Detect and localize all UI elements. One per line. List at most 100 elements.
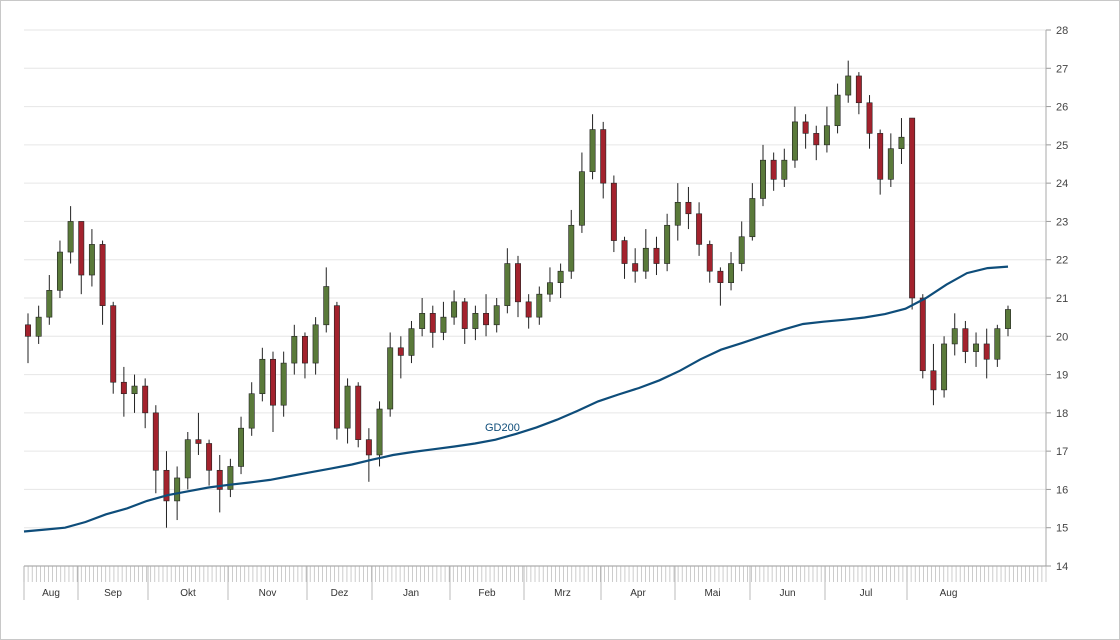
candle — [99, 240, 106, 325]
candle — [994, 324, 1001, 367]
candle-body — [301, 335, 308, 364]
candle — [131, 374, 138, 413]
candle — [600, 121, 607, 199]
candle-body — [632, 263, 639, 272]
candle-body — [919, 297, 926, 372]
y-axis: 14 15 16 17 18 19 20 21 22 23 24 25 26 27 28 — [1045, 25, 1068, 573]
x-tick-label: Apr — [630, 588, 646, 599]
candle — [653, 236, 660, 276]
candle-body — [78, 221, 85, 276]
candle-body — [195, 439, 202, 444]
candle — [451, 290, 458, 325]
candle-body — [951, 328, 958, 345]
candle-body — [642, 247, 649, 272]
candle — [365, 428, 372, 482]
candle — [973, 332, 980, 367]
candle-body — [238, 427, 245, 467]
candle-body — [56, 251, 63, 291]
candle — [664, 213, 671, 272]
candle-body — [855, 75, 862, 104]
y-tick-label: 21 — [1056, 293, 1068, 305]
candle-body — [461, 301, 468, 329]
x-tick-label: Jun — [779, 588, 795, 599]
candle-body — [962, 328, 969, 352]
y-tick-label: 27 — [1056, 63, 1068, 75]
candle — [259, 347, 266, 402]
candle-body — [578, 171, 585, 226]
candle — [791, 106, 798, 168]
candle-body — [184, 439, 191, 479]
candle — [142, 378, 149, 429]
y-tick-label: 20 — [1056, 331, 1068, 343]
candle — [35, 305, 42, 344]
candle-body — [930, 370, 937, 391]
candle — [855, 72, 862, 115]
candle — [440, 301, 447, 341]
candle — [877, 129, 884, 195]
gd200-label: GD200 — [485, 422, 520, 434]
candle-body — [270, 358, 276, 406]
candle-body — [67, 221, 74, 253]
candle-body — [728, 263, 735, 283]
candle — [355, 382, 362, 448]
candle — [461, 298, 468, 344]
candle — [930, 343, 937, 406]
candle-body — [99, 244, 106, 306]
candle — [706, 240, 713, 283]
candle — [163, 451, 170, 528]
candle — [344, 378, 351, 444]
gridlines — [24, 29, 1046, 529]
candle-body — [546, 282, 553, 295]
candle-body — [781, 159, 788, 180]
y-tick-label: 25 — [1056, 140, 1068, 152]
candle-body — [291, 335, 298, 364]
candle-body — [472, 313, 479, 329]
candle — [291, 324, 298, 375]
y-tick-label: 17 — [1056, 446, 1068, 458]
candle-body — [813, 133, 820, 146]
candle — [983, 328, 990, 379]
candle — [546, 267, 553, 302]
y-tick-label: 18 — [1056, 408, 1068, 420]
candle-body — [397, 347, 404, 356]
candle — [685, 186, 692, 230]
candle — [1005, 305, 1011, 337]
candle-body — [994, 328, 1001, 360]
x-tick-label: Sep — [104, 588, 122, 599]
candle — [152, 405, 159, 494]
candle — [717, 267, 724, 306]
candle-body — [525, 301, 532, 318]
candle-body — [419, 313, 426, 329]
candle — [429, 305, 436, 348]
candle — [184, 432, 191, 490]
candle-body — [653, 247, 660, 264]
candle-body — [877, 133, 884, 180]
candle — [280, 351, 287, 417]
candle-body — [142, 385, 149, 414]
candle-body — [738, 236, 745, 264]
y-tick-label: 14 — [1056, 561, 1068, 573]
candle — [67, 206, 74, 264]
candle — [270, 351, 276, 432]
candle — [312, 317, 319, 375]
candle — [866, 95, 873, 149]
candle — [110, 301, 117, 394]
candle-body — [110, 305, 117, 383]
moving-average: GD200 — [23, 265, 1009, 533]
x-tick-label: Feb — [478, 588, 496, 599]
candle — [387, 332, 394, 417]
x-tick-label: Nov — [259, 588, 277, 599]
candle-body — [557, 270, 564, 283]
candle — [397, 336, 404, 379]
candle — [472, 305, 479, 341]
candle — [781, 148, 788, 187]
candle-body — [610, 182, 617, 241]
candle — [88, 229, 95, 287]
candle-body — [248, 393, 255, 429]
candle-body — [355, 385, 362, 440]
candle-body — [451, 301, 458, 318]
y-tick-label: 22 — [1056, 255, 1068, 267]
candle — [728, 252, 735, 291]
candle-body — [536, 293, 543, 318]
